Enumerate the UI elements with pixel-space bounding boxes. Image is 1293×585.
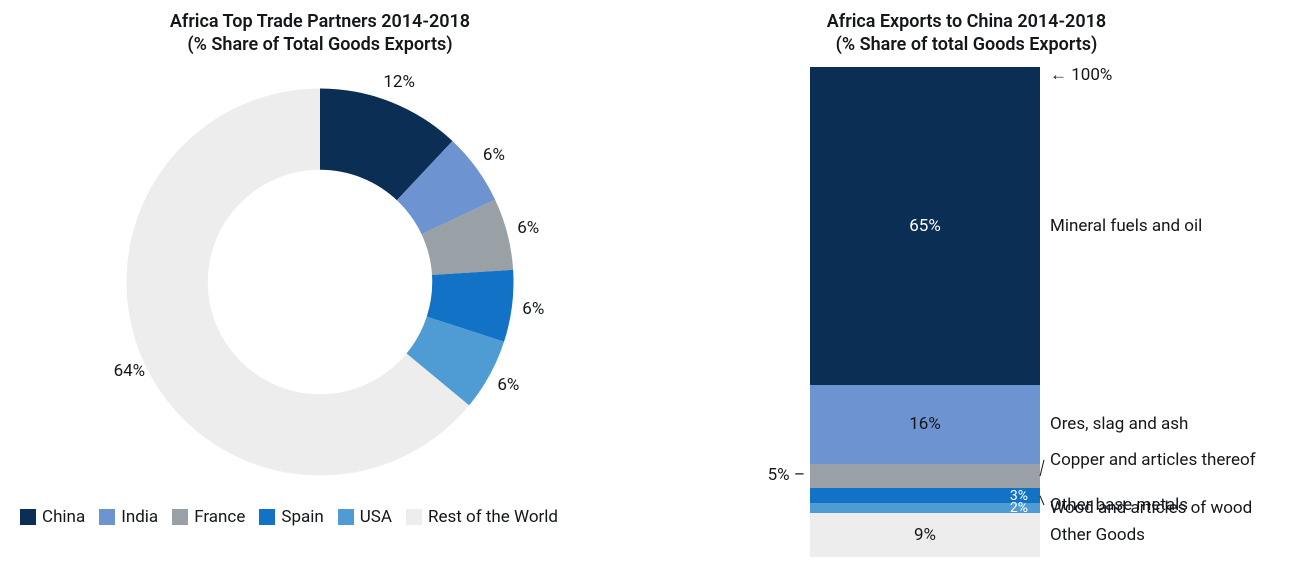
donut-slice-label: 6% — [483, 145, 505, 165]
segment-category: Other Goods — [1050, 525, 1145, 545]
legend-label: Rest of the World — [428, 507, 558, 527]
leader-line — [1040, 460, 1044, 476]
donut-slice-label: 6% — [517, 218, 539, 238]
chart-pair: Africa Top Trade Partners 2014-2018 (% S… — [0, 0, 1293, 585]
donut-chart: 12%6%6%6%6%64% — [105, 67, 535, 497]
donut-panel: Africa Top Trade Partners 2014-2018 (% S… — [0, 0, 640, 585]
legend-item: Rest of the World — [406, 507, 558, 527]
donut-slice-label: 64% — [114, 361, 146, 381]
legend-label: Spain — [281, 507, 323, 527]
segment-category: Copper and articles thereof — [1050, 450, 1256, 470]
segment-category: Ores, slag and ash — [1050, 414, 1188, 434]
segment-category: Mineral fuels and oil — [1050, 216, 1202, 236]
legend-item: Spain — [259, 507, 323, 527]
stacked-title: Africa Exports to China 2014-2018 (% Sha… — [650, 10, 1283, 57]
legend-swatch — [20, 509, 36, 525]
legend-label: France — [194, 507, 245, 527]
legend-item: USA — [338, 507, 392, 527]
legend-swatch — [406, 509, 422, 525]
donut-slice-label: 6% — [497, 375, 519, 395]
stacked-chart: ← 100% 65%16%3%2%9% Mineral fuels and oi… — [650, 67, 1283, 557]
legend-label: China — [42, 507, 85, 527]
legend-label: USA — [360, 507, 392, 527]
legend-item: China — [20, 507, 85, 527]
legend-item: France — [172, 507, 245, 527]
donut-slice-label: 6% — [522, 299, 544, 319]
legend-swatch — [99, 509, 115, 525]
legend-item: India — [99, 507, 158, 527]
segment-value-left: 5% – — [768, 465, 805, 485]
donut-title: Africa Top Trade Partners 2014-2018 (% S… — [10, 10, 630, 57]
donut-slice-label: 12% — [383, 72, 415, 92]
legend: China India France Spain USA Rest of the Worl… — [10, 507, 630, 527]
legend-swatch — [338, 509, 354, 525]
legend-swatch — [259, 509, 275, 525]
legend-swatch — [172, 509, 188, 525]
legend-label: India — [121, 507, 158, 527]
segment-category: Wood and articles of wood — [1050, 498, 1252, 518]
stacked-panel: Africa Exports to China 2014-2018 (% Sha… — [640, 0, 1293, 585]
leader-line — [1040, 496, 1044, 505]
